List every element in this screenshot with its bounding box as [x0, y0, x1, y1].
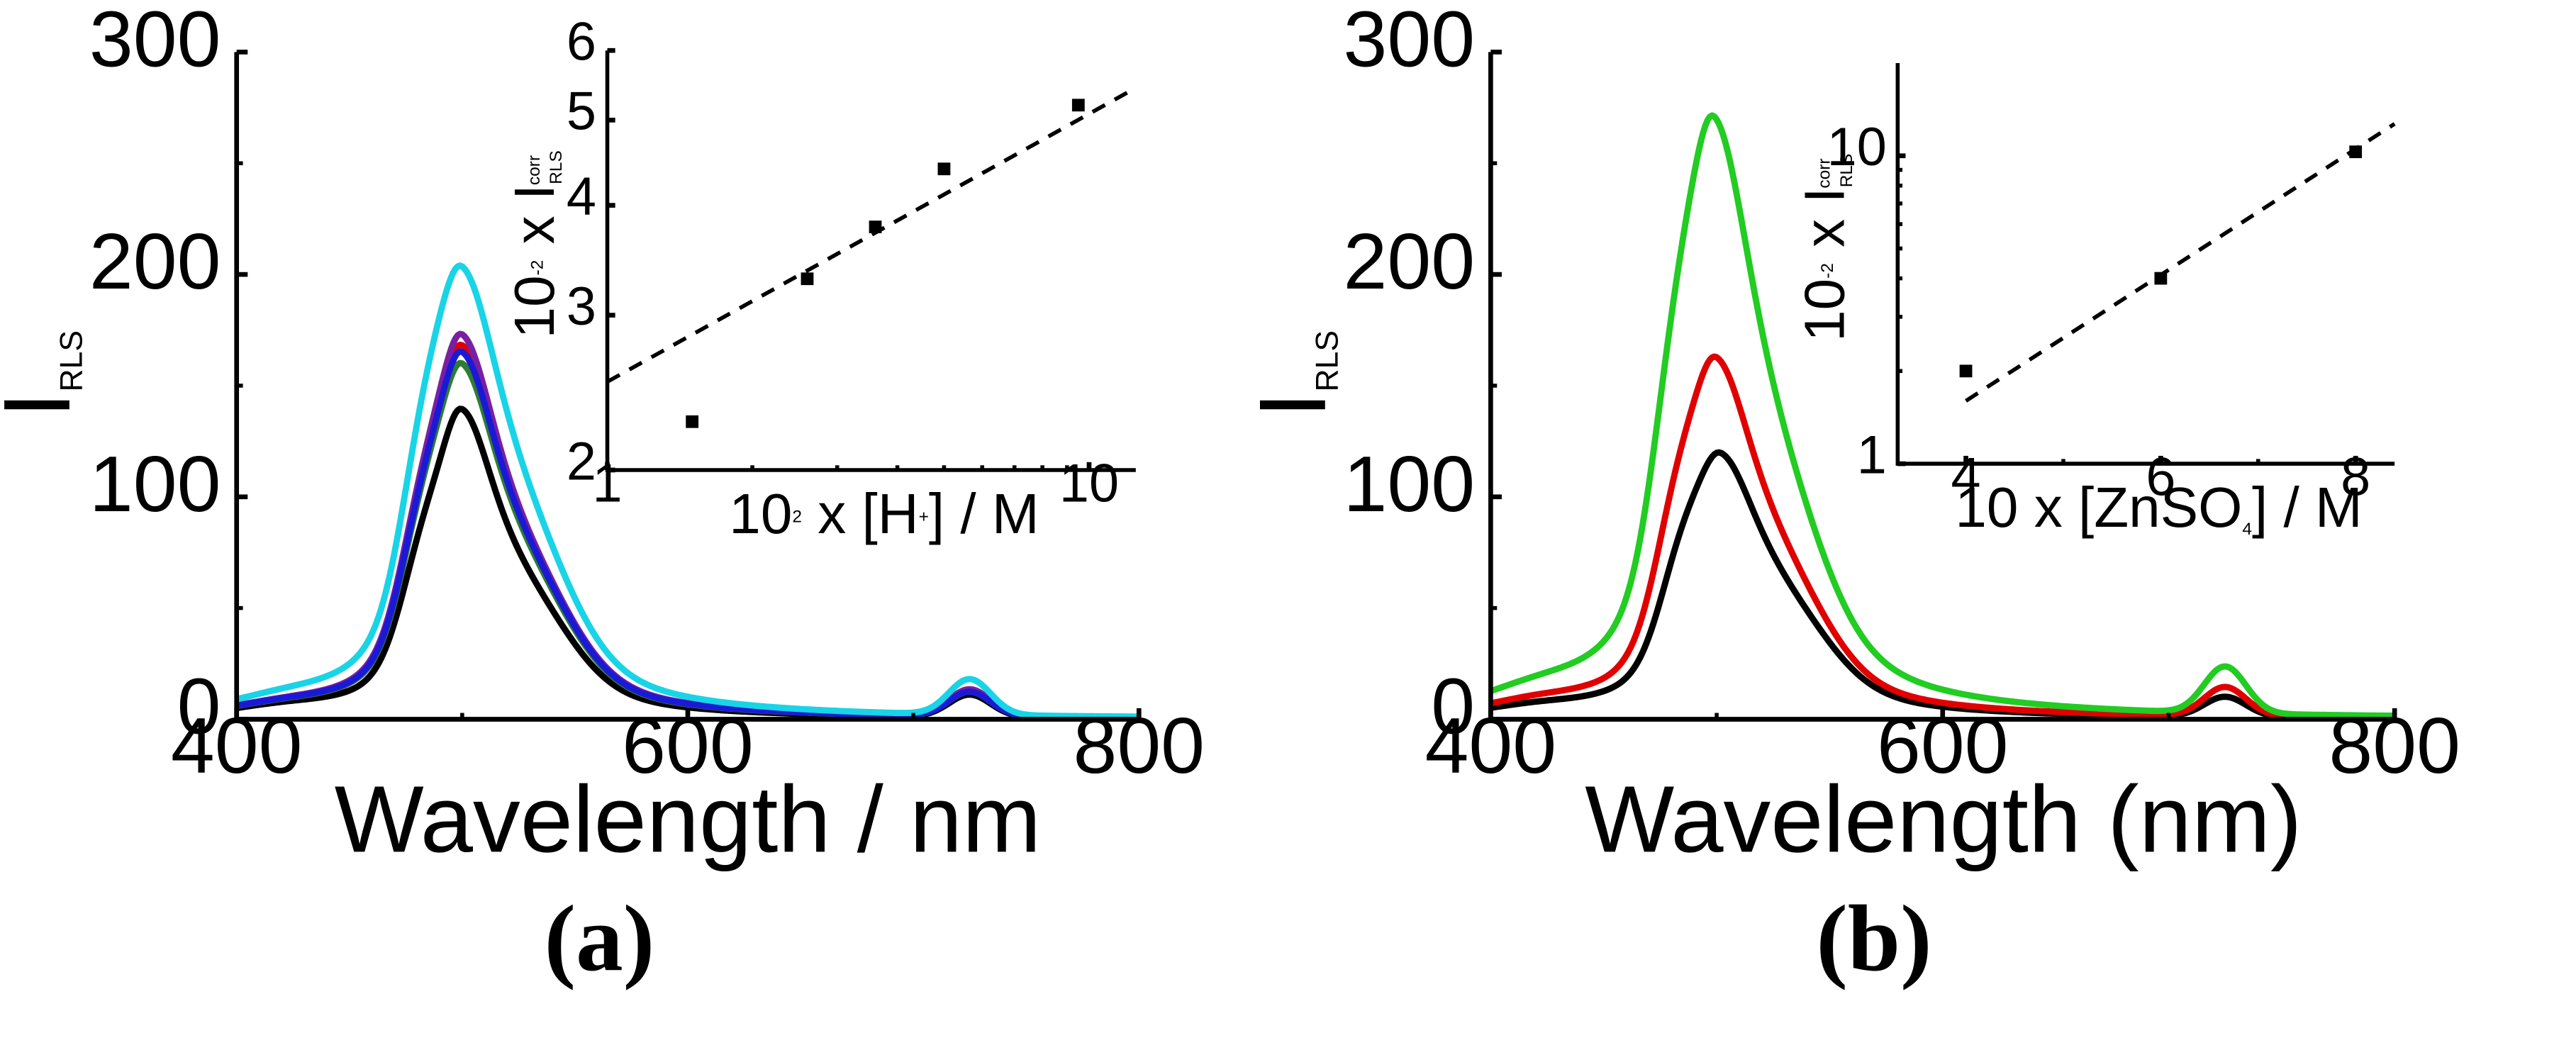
inset-x-title-part: 10 [729, 481, 792, 545]
inset-data-point [801, 272, 814, 286]
inset-y-title-sub: RLS [1837, 154, 1856, 188]
y-axis-title-main: I [1240, 391, 1346, 418]
inset-y-title-sup: -2 [528, 260, 547, 276]
inset-fit-line [1965, 122, 2396, 403]
inset-x-title-part: ] / M [929, 481, 1039, 545]
x-tick-label: 400 [171, 701, 303, 790]
inset-x-tick-label: 8 [2341, 448, 2370, 508]
inset-data-point [1959, 364, 1973, 378]
inset-data-point [686, 415, 699, 428]
inset-x-title-part: x [H [802, 481, 919, 545]
x-tick-label: 400 [1425, 701, 1557, 790]
inset-data-point [937, 162, 951, 176]
inset-y-title-part: 10 [1792, 279, 1856, 342]
x-axis-title: Wavelength (nm) [1585, 766, 2302, 872]
inset-data-point [1071, 99, 1085, 112]
inset-x-tick-label: 4 [1951, 448, 1981, 508]
y-tick-label: 300 [89, 0, 221, 83]
x-tick-label: 800 [2329, 701, 2460, 790]
inset-y-title-sub: RLS [547, 150, 566, 184]
y-axis-title-main: I [0, 391, 90, 418]
series-red-line [1490, 353, 2396, 721]
y-tick-label: 0 [177, 662, 221, 751]
inset-x-title-part: 10 x [ZnSO [1955, 475, 2242, 539]
inset-x-axis-title: 102 x [H+] / M [729, 481, 1039, 545]
inset-fit-line [606, 89, 1132, 384]
inset-data-point [2349, 145, 2363, 159]
x-tick-label: 800 [1073, 701, 1205, 790]
y-axis-title: IRLS [1240, 330, 1346, 418]
series-cyan-line [235, 262, 1140, 720]
y-tick-label: 100 [1344, 440, 1476, 528]
series-black-line [235, 406, 1140, 722]
inset-y-tick-label: 2 [567, 432, 596, 491]
inset-axes [1895, 62, 2395, 466]
inset-x-tick-label: 10 [1059, 454, 1119, 513]
x-axis-title: Wavelength / nm [335, 766, 1042, 872]
y-axis-title: IRLS [0, 330, 90, 418]
inset-y-axis-title: 10-2 x IRLScorr [1792, 154, 1856, 342]
y-tick-label: 200 [89, 217, 221, 306]
inset-y-tick-label: 6 [567, 13, 596, 72]
inset-x-title-sub: 4 [2242, 520, 2252, 539]
inset-axes [605, 50, 1136, 472]
y-tick-label: 0 [1431, 662, 1475, 751]
inset-data-point [2154, 272, 2168, 285]
y-tick-label: 100 [89, 440, 221, 528]
inset-y-tick-label: 3 [567, 277, 596, 337]
inset-x-title-sup: 2 [792, 507, 802, 526]
inset-y-title-part: x I [502, 184, 566, 260]
inset-y-tick-label: 10 [1827, 118, 1887, 177]
inset-y-tick-label: 5 [567, 82, 596, 142]
y-axis-title-sub: RLS [55, 330, 89, 392]
inset-y-axis-title: 10-2 x IRLScorr [502, 150, 566, 338]
inset-y-tick-label: 1 [1857, 425, 1887, 485]
inset-x-axis-title: 10 x [ZnSO4] / M [1955, 475, 2362, 539]
inset-y-tick-label: 4 [567, 167, 596, 227]
inset-x-title-sup: + [919, 507, 929, 526]
y-axis-title-sub: RLS [1310, 330, 1345, 392]
inset-y-title-part: 10 [502, 275, 566, 338]
y-tick-label: 200 [1344, 217, 1476, 306]
inset-y-title-sup: corr [1815, 158, 1834, 188]
inset-x-title-part: ] / M [2252, 475, 2363, 539]
x-tick-label: 600 [1877, 701, 2009, 790]
series-green-line [1489, 112, 2396, 720]
inset-x-tick-label: 6 [2146, 448, 2175, 508]
series-black-line [1490, 449, 2396, 721]
series-blue-line [235, 348, 1140, 721]
figure-caption: (b) [1816, 886, 1931, 990]
x-tick-label: 600 [622, 701, 754, 790]
figure-caption: (a) [545, 886, 655, 990]
inset-x-tick-label: 1 [592, 454, 622, 513]
inset-data-point [869, 220, 882, 233]
inset-y-title-sup: corr [525, 155, 544, 185]
inset-y-title-part: x I [1792, 187, 1856, 263]
y-tick-label: 300 [1344, 0, 1476, 83]
inset-y-title-sup: -2 [1818, 263, 1837, 279]
